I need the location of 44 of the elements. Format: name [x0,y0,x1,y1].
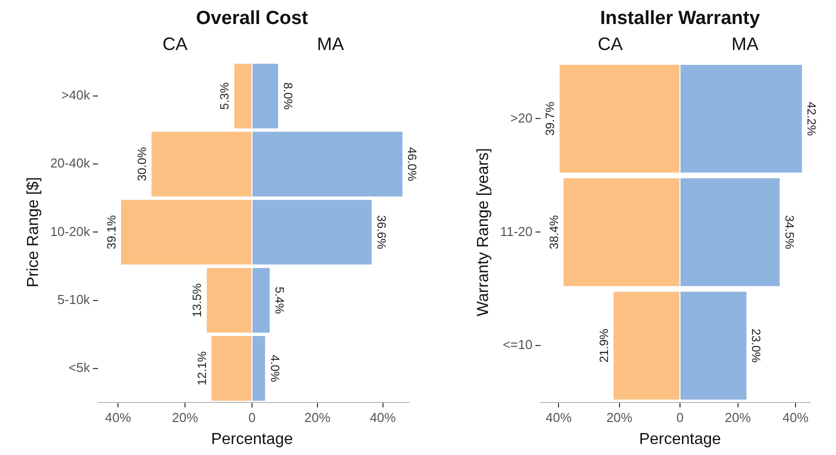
data-label: 42.2% [804,102,819,136]
chart-title: Installer Warranty [600,8,760,30]
y-tick-label: >20 [510,110,532,126]
x-tick-label: 40% [546,410,572,425]
y-tick-label: >40k [61,88,90,103]
x-tick-label: 0 [248,410,256,425]
x-tick-label: 40% [370,410,396,425]
data-label: 36.6% [374,215,388,250]
x-tick-label: 40% [105,410,132,425]
x-tick-label: 20% [304,410,331,425]
y-tick-label: <5k [68,360,90,375]
data-label: 8.0% [280,82,295,110]
data-label: 34.5% [782,215,796,250]
data-label: 46.0% [405,147,420,182]
chart-subtitle: MA [317,34,344,54]
chart-subtitle: CA [162,34,188,54]
y-tick-label: 20-40k [50,156,90,171]
data-label: 39.7% [542,101,557,136]
x-tick-label: 20% [724,410,752,425]
data-label: 23.0% [749,328,764,364]
x-tick-label: 20% [172,410,198,425]
data-label: 21.9% [596,328,611,363]
y-axis-title: Warranty Range [years] [475,148,492,316]
data-label: 4.0% [268,354,282,382]
x-tick-label: 40% [782,410,809,425]
data-label: 13.5% [190,282,204,318]
y-tick-label: 5-10k [57,292,90,307]
x-axis-title: Percentage [639,431,721,449]
y-axis-title: Price Range [$] [25,177,42,288]
y-tick-label: <=10 [502,337,532,352]
data-label: 30.0% [134,146,149,182]
data-label: 5.3% [218,82,232,110]
chart-subtitle: MA [732,34,758,54]
x-tick-label: 0 [676,410,684,425]
data-label: 5.4% [272,286,286,314]
data-label: 38.4% [546,214,561,250]
chart-title: Overall Cost [196,8,308,30]
y-tick-label: 10-20k [50,224,90,239]
data-label: 12.1% [194,351,209,386]
x-tick-label: 20% [606,410,633,425]
data-label: 39.1% [104,214,118,250]
x-axis-title: Percentage [211,431,293,449]
chart-subtitle: CA [598,34,623,54]
y-tick-label: 11-20 [500,224,532,239]
